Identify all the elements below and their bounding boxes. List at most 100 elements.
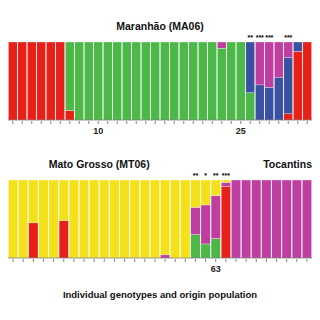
bar-segment (221, 180, 230, 182)
bar-segment (211, 239, 220, 259)
bar-segment (284, 114, 293, 120)
x-tick (31, 121, 32, 124)
x-tick (69, 121, 70, 124)
bar-segment (284, 42, 293, 58)
annotation: *** (222, 172, 230, 179)
bar-segment (103, 42, 112, 120)
bar-segment (49, 180, 58, 258)
annotation: ** (213, 172, 219, 179)
bar-segment (231, 180, 240, 258)
bar-segment (241, 180, 250, 258)
x-tick (259, 121, 260, 124)
x-tick (94, 259, 95, 262)
x-tick (144, 259, 145, 262)
annotation: *** (265, 34, 273, 41)
x-tick (221, 121, 222, 124)
bar-segment (113, 42, 122, 120)
bar-segment (37, 42, 46, 120)
x-tick (114, 259, 115, 262)
x-tick (269, 121, 270, 124)
x-tick (231, 121, 232, 124)
x-tick (53, 259, 54, 262)
bar-segment (79, 180, 88, 258)
x-tick (50, 121, 51, 124)
bar-segment (27, 42, 36, 120)
bar-segment (198, 42, 207, 120)
bar-segment (191, 207, 200, 234)
x-tick (22, 121, 23, 124)
x-tick (225, 259, 226, 262)
x-tick (164, 121, 165, 124)
bar-segment (89, 180, 98, 258)
bar-segment (29, 223, 38, 258)
bar-segment (56, 42, 65, 120)
x-tick (33, 259, 34, 262)
bar-segment (217, 42, 226, 48)
bar-segment (252, 180, 261, 258)
bar-segment (302, 180, 311, 258)
x-tick (307, 121, 308, 124)
x-tick (205, 259, 206, 262)
x-tick (246, 259, 247, 262)
x-tick (23, 259, 24, 262)
bar-segment (246, 93, 255, 120)
bar-segment (18, 42, 27, 120)
x-tick (202, 121, 203, 124)
bar-segment (46, 42, 55, 120)
bar-segment (191, 235, 200, 258)
x-tick (183, 121, 184, 124)
bar-segment (59, 180, 68, 221)
x-tick (306, 259, 307, 262)
bar-segment (201, 205, 210, 244)
annotation: *** (256, 34, 264, 41)
x-axis-line (8, 258, 312, 259)
bar-segment (208, 42, 217, 120)
x-tick (107, 121, 108, 124)
bar-segment (65, 111, 74, 120)
x-tick (266, 259, 267, 262)
x-tick (60, 121, 61, 124)
bar-segment (265, 87, 274, 120)
x-tick (63, 259, 64, 262)
x-tick (212, 121, 213, 124)
bar-segment (94, 42, 103, 120)
bar-segment (272, 180, 281, 258)
x-tick (13, 259, 14, 262)
bar-segment (170, 42, 179, 120)
x-tick (175, 259, 176, 262)
bar-segment (122, 42, 131, 120)
x-tick-label: 10 (93, 126, 103, 136)
bar-segment (171, 180, 180, 258)
annotation: ** (248, 34, 254, 41)
x-tick (250, 121, 251, 124)
bar-segment (227, 42, 236, 120)
bar-segment (221, 182, 230, 186)
annotation: * (204, 172, 207, 179)
bar-segment (65, 42, 74, 111)
x-tick-label: 25 (236, 126, 246, 136)
bar-segment (8, 180, 17, 258)
x-tick (288, 121, 289, 124)
x-tick (84, 259, 85, 262)
x-tick (165, 259, 166, 262)
bar-segment (282, 180, 291, 258)
bar-segment (293, 51, 302, 120)
bar-segment (265, 42, 274, 87)
x-tick (43, 259, 44, 262)
bar-segment (69, 180, 78, 258)
bar-segment (284, 58, 293, 114)
bar-segment (191, 180, 200, 207)
x-tick (136, 121, 137, 124)
bar-segment (150, 180, 159, 258)
x-tick (174, 121, 175, 124)
x-tick (240, 121, 241, 124)
x-tick (73, 259, 74, 262)
bar-segment (274, 42, 283, 77)
x-tick (41, 121, 42, 124)
bar-segment (120, 180, 129, 258)
annotation: ** (193, 172, 199, 179)
x-tick (297, 121, 298, 124)
x-tick (286, 259, 287, 262)
x-tick (195, 259, 196, 262)
bar-segment (140, 180, 149, 258)
